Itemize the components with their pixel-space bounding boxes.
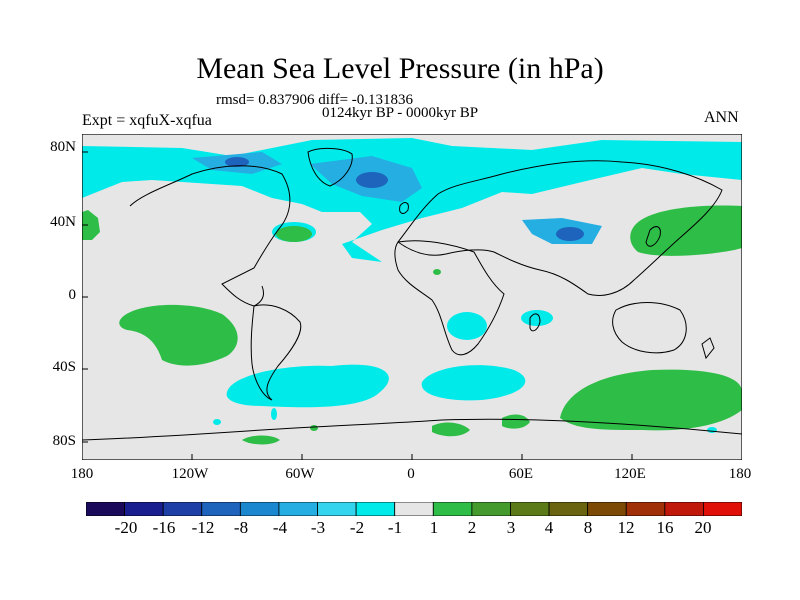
legend-label-neg3: -3 — [310, 518, 326, 537]
legend-swatch-16 — [703, 502, 742, 516]
spot-cyan-3 — [707, 427, 717, 433]
experiment-label: Expt = xqfuX-xqfua — [82, 112, 212, 129]
season-label: ANN — [704, 109, 739, 126]
period-label: 0124kyr BP - 0000kyr BP — [322, 105, 479, 121]
legend-swatch-5 — [278, 502, 318, 516]
lat-label-0: 0 — [68, 287, 77, 303]
coast-north-america — [129, 165, 291, 307]
legend-label-4: 4 — [544, 518, 554, 537]
coast-uk — [399, 202, 409, 214]
legend-label-20: 20 — [694, 518, 712, 537]
coast-greenland — [307, 147, 353, 187]
coastlines — [82, 147, 742, 441]
legend-label-8: 8 — [583, 518, 593, 537]
lon-label-120w: 120W — [171, 466, 209, 482]
coast-new-zealand — [701, 337, 715, 360]
north-pacific-east-high — [82, 210, 100, 240]
coast-japan — [645, 226, 661, 247]
chart-title: Mean Sea Level Pressure (in hPa) — [196, 52, 604, 85]
legend-swatch-15 — [664, 502, 704, 516]
legend-swatch-4 — [239, 502, 280, 516]
lon-label-120e: 120E — [614, 466, 646, 482]
legend-label-neg1: -1 — [387, 518, 403, 537]
south-indian-low — [421, 365, 526, 401]
legend-label-neg8: -8 — [233, 518, 249, 537]
legend-label-neg16: -16 — [152, 518, 176, 537]
legend-swatch-0 — [86, 502, 125, 516]
lon-label-0: 0 — [407, 466, 415, 482]
legend-swatch-2 — [162, 502, 203, 516]
negative-anomaly-dark — [225, 157, 584, 241]
lon-label-60w: 60W — [285, 466, 315, 482]
legend-label-neg2: -2 — [349, 518, 365, 537]
madagascar-low — [521, 310, 553, 326]
tibet-core — [556, 227, 584, 241]
legend-swatch-13 — [587, 502, 627, 516]
legend-label-neg12: -12 — [191, 518, 215, 537]
arctic-core — [225, 157, 249, 167]
lat-label-80n: 80N — [50, 139, 76, 155]
legend-swatch-11 — [510, 502, 550, 516]
map-ticks — [82, 151, 633, 460]
southern-ocean-high — [560, 369, 742, 431]
legend-label-neg20: -20 — [114, 518, 138, 537]
lon-label-180w: 180 — [70, 466, 94, 482]
coast-antarctica — [82, 418, 742, 441]
legend-label-1: 1 — [429, 518, 439, 537]
rmsd-diff-stats: rmsd= 0.837906 diff= -0.131836 — [216, 92, 414, 108]
legend-swatch-14 — [625, 502, 666, 516]
legend-label-12: 12 — [617, 518, 635, 537]
lat-label-80s: 80S — [52, 433, 76, 449]
lat-label-40n: 40N — [50, 214, 76, 230]
lat-label-40s: 40S — [52, 359, 76, 375]
spot-green-2 — [310, 425, 318, 431]
legend-swatch-7 — [355, 502, 396, 516]
spot-green-1 — [433, 269, 441, 275]
lon-label-60e: 60E — [508, 466, 534, 482]
legend-swatch-10 — [471, 502, 511, 516]
antarctic-coast-high-2 — [432, 422, 470, 437]
legend-label-16: 16 — [656, 518, 674, 537]
legend-swatch-8 — [394, 502, 434, 516]
legend-label-neg4: -4 — [272, 518, 288, 537]
antarctic-coast-high-1 — [242, 435, 280, 445]
spot-cyan-2 — [271, 408, 277, 420]
coast-south-america — [250, 304, 302, 401]
coast-madagascar — [529, 313, 541, 332]
coast-australia — [612, 302, 687, 354]
spot-cyan-1 — [213, 419, 221, 425]
greenland-sea-core — [356, 172, 388, 188]
legend-label-2: 2 — [467, 518, 477, 537]
legend-swatch-6 — [317, 502, 357, 516]
legend-swatch-3 — [201, 502, 241, 516]
positive-anomaly — [82, 205, 742, 445]
legend-swatch-12 — [548, 502, 589, 516]
south-pacific-high — [119, 304, 238, 366]
legend-swatch-1 — [124, 502, 164, 516]
antarctic-coast-high-3 — [502, 414, 530, 429]
pressure-anomaly-map — [82, 134, 742, 460]
coast-eurasia — [397, 160, 723, 296]
north-pacific-west-high — [630, 205, 742, 256]
legend-swatch-9 — [432, 502, 473, 516]
north-atlantic-small-high — [276, 226, 312, 242]
lon-label-180e: 180 — [728, 466, 752, 482]
southern-africa-low — [447, 312, 487, 340]
coast-africa — [394, 240, 505, 356]
legend-label-3: 3 — [506, 518, 516, 537]
color-legend — [86, 502, 742, 516]
